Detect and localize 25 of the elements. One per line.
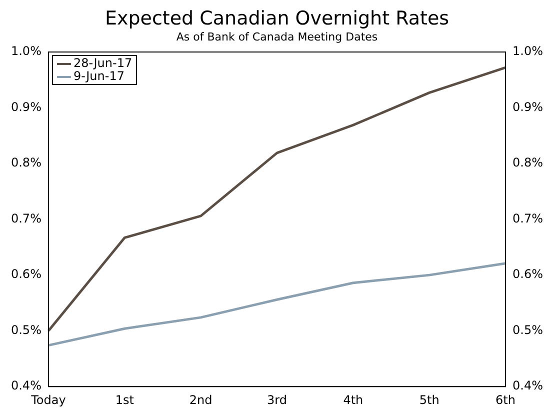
x-tick-label: 3rd: [267, 392, 287, 407]
y-tick-label: 0.8%: [10, 156, 42, 170]
y-tick-label: 0.9%: [10, 100, 42, 114]
y2-tick-label: 0.8%: [512, 156, 544, 170]
x-tick-label: Today: [30, 392, 66, 407]
y-tick-label: 0.5%: [10, 322, 42, 337]
legend-label: 28-Jun-17: [73, 56, 132, 70]
x-tick-label: 6th: [496, 392, 516, 407]
y2-tick-label: 1.0%: [512, 44, 544, 58]
y2-tick-label: 0.6%: [512, 267, 544, 282]
x-tick-label: 1st: [115, 392, 134, 407]
legend-label: 9-Jun-17: [73, 69, 124, 83]
y-tick-label: 0.4%: [10, 378, 42, 393]
y-tick-label: 1.0%: [10, 44, 42, 58]
x-tick-label: 5th: [419, 392, 440, 407]
y2-tick-label: 0.9%: [512, 100, 544, 114]
y2-tick-label: 0.4%: [512, 378, 544, 393]
y-tick-label: 0.7%: [10, 211, 42, 226]
chart-subtitle: As of Bank of Canada Meeting Dates: [176, 30, 378, 44]
x-tick-label: 2nd: [189, 392, 212, 407]
y2-tick-label: 0.7%: [512, 211, 544, 226]
y-tick-label: 0.6%: [10, 267, 42, 282]
x-tick-label: 4th: [343, 392, 364, 407]
y2-tick-label: 0.5%: [512, 322, 544, 337]
chart-title: Expected Canadian Overnight Rates: [104, 7, 450, 30]
